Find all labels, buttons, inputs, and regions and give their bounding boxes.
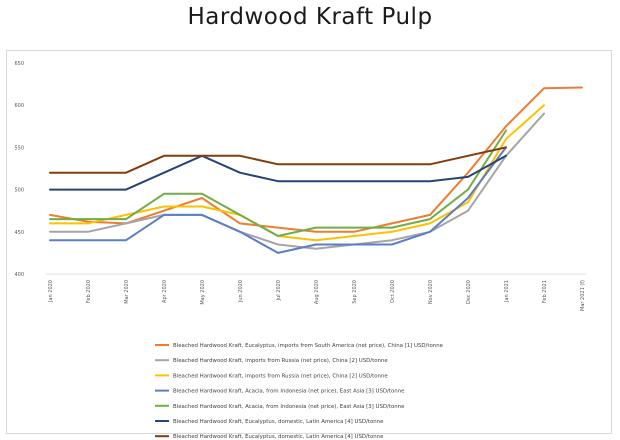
x-tick-label: May 2020 — [200, 280, 206, 305]
x-tick-label: Feb 2021 — [542, 280, 548, 303]
y-tick-label: 650 — [14, 61, 24, 67]
x-tick-label: Jun 2020 — [238, 280, 244, 303]
x-tick-label: Nov 2020 — [428, 280, 434, 304]
legend-label: Bleached Hardwood Kraft, Eucalyptus, dom… — [173, 434, 384, 440]
y-tick-label: 550 — [14, 145, 24, 151]
y-tick-label: 500 — [14, 188, 24, 194]
y-tick-label: 450 — [14, 230, 24, 236]
series-line-4 — [49, 146, 507, 254]
y-tick-label: 400 — [14, 272, 24, 278]
legend-label: Bleached Hardwood Kraft, Eucalyptus, dom… — [173, 419, 384, 425]
series-line-3 — [49, 104, 545, 242]
x-tick-label: Dec 2020 — [466, 280, 472, 304]
legend-label: Bleached Hardwood Kraft, imports from Ru… — [173, 358, 388, 364]
legend-label: Bleached Hardwood Kraft, Acacia, from In… — [173, 389, 405, 395]
x-tick-label: Mar 2021 (f) — [580, 280, 586, 311]
series-line-7 — [49, 146, 507, 174]
x-tick-label: Oct 2020 — [390, 280, 396, 303]
x-tick-label: Jan 2020 — [48, 280, 54, 303]
legend-label: Bleached Hardwood Kraft, Acacia, from In… — [173, 404, 405, 410]
series-line-1 — [49, 86, 583, 233]
series-line-5 — [49, 129, 507, 237]
x-tick-label: Mar 2020 — [124, 280, 130, 304]
series-line-2 — [49, 112, 545, 250]
series-line-6 — [49, 154, 507, 191]
chart-area — [6, 50, 612, 434]
chart-title: Hardwood Kraft Pulp — [187, 4, 433, 30]
x-tick-label: Aug 2020 — [314, 280, 320, 304]
x-tick-label: Feb 2020 — [86, 280, 92, 303]
y-tick-label: 600 — [14, 103, 24, 109]
x-tick-label: Jan 2021 — [504, 280, 510, 303]
x-tick-label: Apr 2020 — [162, 280, 168, 303]
legend-label: Bleached Hardwood Kraft, imports from Ru… — [173, 373, 388, 379]
x-tick-label: Sep 2020 — [352, 280, 358, 304]
legend-label: Bleached Hardwood Kraft, Eucalyptus, imp… — [173, 343, 444, 349]
x-tick-label: Jul 2020 — [276, 280, 282, 301]
